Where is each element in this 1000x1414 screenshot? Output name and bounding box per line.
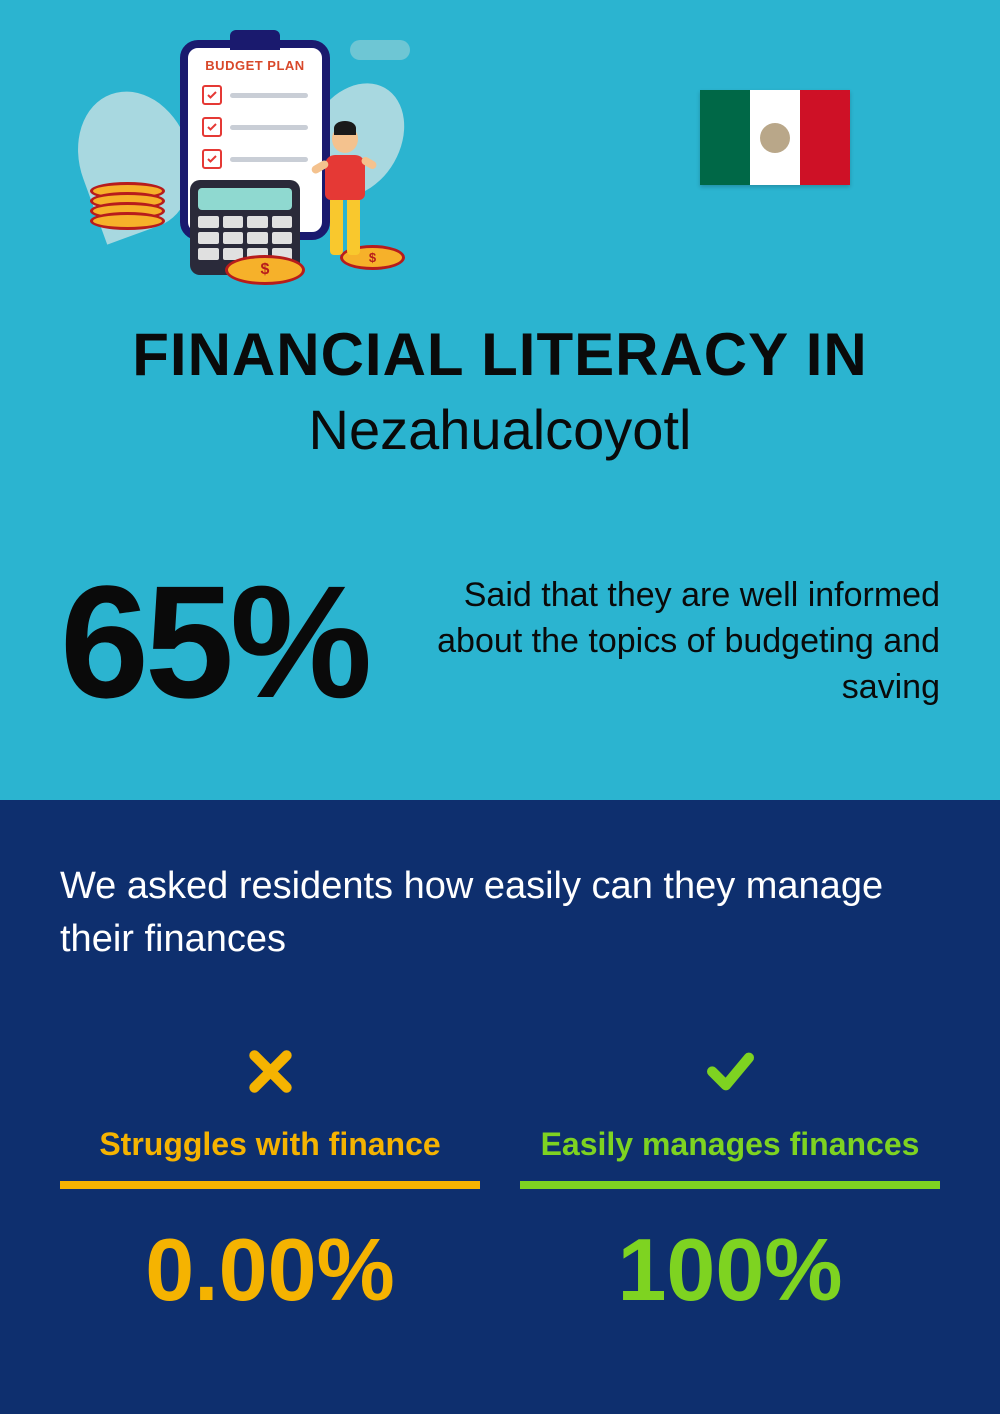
stat-description: Said that they are well informed about t…	[408, 573, 940, 711]
header-row: BUDGET PLAN $ $	[60, 30, 940, 290]
stat-row: 65% Said that they are well informed abo…	[60, 562, 940, 722]
manages-column: Easily manages finances 100%	[520, 1036, 940, 1321]
page-title: FINANCIAL LITERACY IN	[60, 320, 940, 389]
coin-stack-icon	[90, 190, 165, 230]
manages-value: 100%	[520, 1219, 940, 1321]
budget-illustration: BUDGET PLAN $ $	[60, 30, 420, 290]
flag-emblem-icon	[760, 123, 790, 153]
struggles-divider	[60, 1181, 480, 1189]
bottom-section: We asked residents how easily can they m…	[0, 800, 1000, 1414]
x-icon	[60, 1036, 480, 1106]
check-icon	[520, 1036, 940, 1106]
struggles-column: Struggles with finance 0.00%	[60, 1036, 480, 1321]
coin-icon: $	[225, 255, 305, 285]
title-block: FINANCIAL LITERACY IN Nezahualcoyotl	[60, 320, 940, 462]
person-icon	[315, 125, 375, 275]
stat-percent: 65%	[60, 562, 368, 722]
manages-divider	[520, 1181, 940, 1189]
page-subtitle: Nezahualcoyotl	[60, 397, 940, 462]
struggles-value: 0.00%	[60, 1219, 480, 1321]
struggles-label: Struggles with finance	[60, 1126, 480, 1163]
clipboard-title: BUDGET PLAN	[188, 58, 322, 73]
top-section: BUDGET PLAN $ $	[0, 0, 1000, 800]
question-text: We asked residents how easily can they m…	[60, 860, 940, 966]
mexico-flag-icon	[700, 90, 850, 185]
comparison-row: Struggles with finance 0.00% Easily mana…	[60, 1036, 940, 1321]
manages-label: Easily manages finances	[520, 1126, 940, 1163]
cloud-shape	[350, 40, 410, 60]
